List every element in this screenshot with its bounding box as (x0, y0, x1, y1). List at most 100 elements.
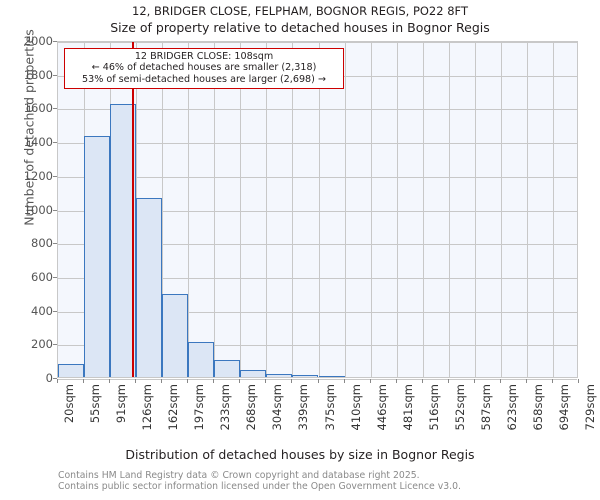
x-axis-tick-label: 162sqm (166, 384, 181, 431)
x-axis-title: Distribution of detached houses by size … (125, 447, 475, 462)
x-axis-tick-label: 233sqm (218, 384, 233, 431)
x-axis-tick-mark (135, 379, 137, 383)
plot-area (57, 41, 578, 380)
x-axis-tick-mark (447, 379, 449, 383)
gridline-horizontal (58, 143, 577, 145)
histogram-bar (292, 374, 319, 377)
gridline-vertical (214, 42, 216, 377)
gridline-vertical (318, 42, 320, 377)
gridline-horizontal (58, 176, 577, 178)
gridline-vertical (240, 42, 242, 377)
y-axis-tick-mark (53, 41, 57, 42)
gridline-vertical (422, 42, 424, 377)
x-axis-tick-label: 552sqm (452, 384, 467, 431)
histogram-bar (162, 294, 189, 377)
x-axis-tick-mark (83, 379, 85, 383)
gridline-vertical (344, 42, 346, 377)
x-axis-tick-label: 587sqm (478, 384, 493, 431)
gridline-horizontal (58, 42, 577, 43)
attribution-footer: Contains HM Land Registry data © Crown c… (58, 470, 578, 492)
y-axis-tick-mark (53, 74, 57, 76)
y-axis-tick-label: 200 (31, 337, 53, 352)
gridline-vertical (370, 42, 372, 377)
y-axis-tick-label: 1400 (23, 135, 53, 150)
annotation-smaller-pct: ← 46% of detached houses are smaller (2,… (91, 62, 317, 74)
y-axis-tick-label: 400 (31, 303, 53, 318)
gridline-vertical (266, 42, 268, 377)
x-axis-tick-mark (317, 379, 319, 383)
gridline-vertical (396, 42, 398, 377)
x-axis-tick-mark (551, 379, 553, 383)
x-axis-tick-mark (57, 379, 58, 383)
gridline-horizontal (58, 109, 577, 111)
gridline-horizontal (58, 210, 577, 212)
chart-subtitle: Size of property relative to detached ho… (110, 20, 490, 35)
histogram-bar (188, 342, 215, 377)
property-size-marker-line (132, 42, 135, 377)
x-axis-tick-label: 446sqm (374, 384, 389, 431)
gridline-vertical (474, 42, 476, 377)
y-axis-tick-label: 1800 (23, 67, 53, 82)
x-axis-tick-mark (109, 379, 111, 383)
histogram-bar (110, 104, 137, 377)
gridline-horizontal (58, 244, 577, 246)
x-axis-tick-mark (369, 379, 371, 383)
y-axis-tick-mark (53, 243, 57, 245)
x-axis-tick-mark (525, 379, 527, 383)
x-axis-tick-label: 375sqm (322, 384, 337, 431)
x-axis-tick-label: 91sqm (114, 384, 129, 424)
annotation-headline: 12 BRIDGER CLOSE: 108sqm (134, 51, 274, 62)
y-axis-tick-mark (53, 276, 57, 278)
y-axis-tick-mark (53, 108, 57, 110)
x-axis-tick-mark (161, 379, 163, 383)
footer-line-2: Contains public sector information licen… (58, 481, 461, 492)
y-axis-tick-mark (53, 142, 57, 144)
x-axis-tick-label: 729sqm (583, 384, 597, 431)
y-axis-tick-label: 1600 (23, 101, 53, 116)
y-axis-tick-label: 1000 (23, 202, 53, 217)
x-axis-tick-mark (291, 379, 293, 383)
x-axis-tick-label: 197sqm (192, 384, 207, 431)
x-axis-tick-mark (343, 379, 345, 383)
y-axis-tick-label: 2000 (23, 34, 53, 48)
gridline-vertical (526, 42, 528, 377)
x-axis-tick-label: 55sqm (88, 384, 103, 424)
x-axis-tick-label: 623sqm (504, 384, 519, 431)
y-axis-tick-label: 0 (45, 371, 53, 385)
x-axis-tick-label: 658sqm (530, 384, 545, 431)
x-axis-tick-label: 304sqm (270, 384, 285, 431)
chart-title-block: 12, BRIDGER CLOSE, FELPHAM, BOGNOR REGIS… (0, 4, 600, 36)
histogram-bar (240, 370, 267, 377)
y-axis-tick-mark (53, 378, 57, 379)
x-axis-tick-label: 694sqm (556, 384, 571, 431)
gridline-vertical (448, 42, 450, 377)
bars-layer (58, 42, 577, 377)
y-axis-tick-mark (53, 209, 57, 211)
x-axis-tick-mark (265, 379, 267, 383)
y-axis: Number of detached properties 0 200 400 600… (0, 0, 57, 500)
histogram-bar (136, 197, 163, 377)
x-axis-tick-mark (239, 379, 241, 383)
y-axis-tick-mark (53, 344, 57, 346)
y-axis-tick-label: 800 (31, 236, 53, 251)
gridline-vertical (162, 42, 164, 377)
histogram-bar (318, 375, 345, 377)
x-axis-tick-label: 339sqm (296, 384, 311, 431)
x-axis-tick-label: 516sqm (426, 384, 441, 431)
histogram-bar (214, 360, 241, 377)
y-axis-tick-label: 600 (31, 269, 53, 284)
y-axis-tick-mark (53, 175, 57, 177)
gridline-horizontal (58, 311, 577, 313)
gridline-horizontal (58, 277, 577, 279)
page-title: 12, BRIDGER CLOSE, FELPHAM, BOGNOR REGIS… (132, 4, 468, 18)
gridline-vertical (292, 42, 294, 377)
x-axis-tick-label: 481sqm (400, 384, 415, 431)
x-axis-tick-mark (578, 379, 579, 383)
gridline-vertical (500, 42, 502, 377)
x-axis-tick-mark (395, 379, 397, 383)
x-axis-tick-mark (421, 379, 423, 383)
marker-layer (58, 42, 577, 377)
x-axis-tick-label: 410sqm (348, 384, 363, 431)
